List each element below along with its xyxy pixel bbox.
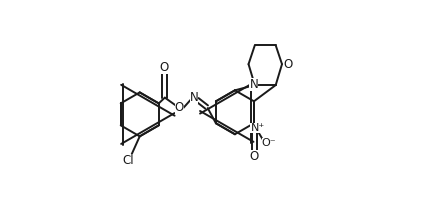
Text: O: O bbox=[175, 101, 184, 114]
Text: N: N bbox=[190, 91, 199, 104]
Text: O: O bbox=[249, 150, 259, 163]
Text: O⁻: O⁻ bbox=[262, 138, 276, 148]
Text: N⁺: N⁺ bbox=[250, 123, 265, 133]
Text: O: O bbox=[159, 61, 168, 74]
Text: Cl: Cl bbox=[122, 154, 134, 167]
Text: N: N bbox=[250, 78, 258, 91]
Text: O: O bbox=[284, 58, 293, 71]
